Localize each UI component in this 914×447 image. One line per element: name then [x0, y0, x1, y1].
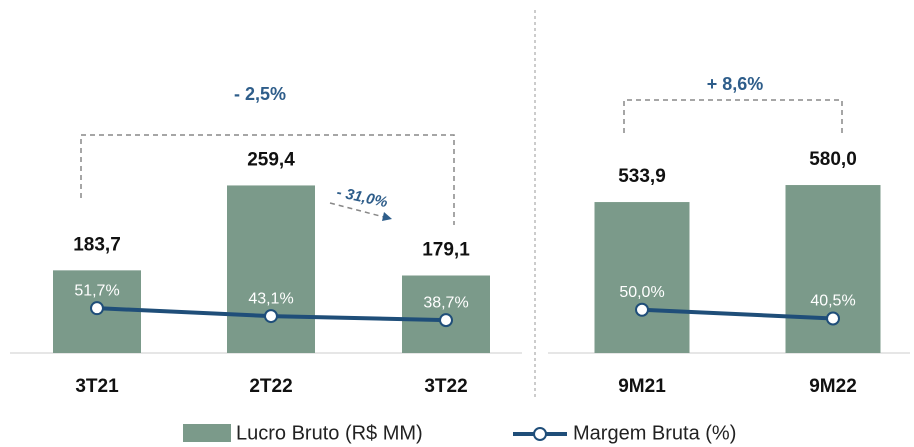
- x-tick-label: 3T21: [75, 376, 119, 397]
- legend-marker: [533, 427, 547, 441]
- line-value-label: 50,0%: [619, 284, 664, 301]
- bar: [594, 202, 690, 353]
- bar-value-label: 580,0: [809, 149, 857, 170]
- line-value-label: 40,5%: [810, 293, 855, 310]
- legend-label: Lucro Bruto (R$ MM): [236, 422, 423, 444]
- line-marker: [90, 301, 104, 316]
- line-marker: [635, 302, 649, 317]
- line-marker: [826, 311, 840, 326]
- bracket: [623, 99, 843, 133]
- x-tick-label: 9M22: [809, 376, 857, 397]
- legend-label: Margem Bruta (%): [573, 422, 736, 444]
- legend-swatch: [183, 424, 231, 442]
- line-value-label: 38,7%: [423, 294, 468, 311]
- annotation: + 8,6%: [707, 74, 764, 94]
- annotation: - 2,5%: [234, 84, 286, 104]
- bar-value-label: 533,9: [618, 166, 666, 187]
- bar: [785, 185, 881, 353]
- bracket: [80, 134, 455, 225]
- bar-value-label: 259,4: [247, 149, 295, 170]
- line-value-label: 51,7%: [74, 282, 119, 299]
- line-marker: [264, 309, 278, 324]
- x-tick-label: 3T22: [424, 376, 467, 397]
- bar-value-label: 183,7: [73, 234, 121, 255]
- arrow: [329, 202, 385, 218]
- x-tick-label: 9M21: [618, 376, 666, 397]
- bar-value-label: 179,1: [422, 240, 470, 261]
- line-marker: [439, 313, 453, 328]
- x-tick-label: 2T22: [249, 376, 292, 397]
- arrow-head: [382, 212, 392, 221]
- line: [641, 307, 834, 321]
- bar: [227, 185, 315, 353]
- line-value-label: 43,1%: [248, 290, 293, 307]
